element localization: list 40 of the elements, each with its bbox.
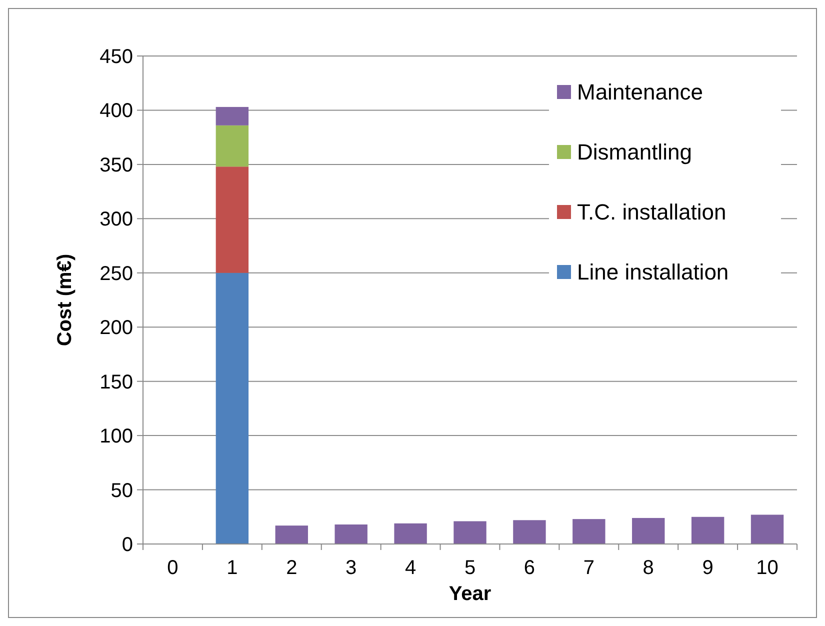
x-tick-label: 5	[464, 557, 476, 579]
x-tick-label: 9	[702, 557, 714, 579]
y-tick-label: 100	[100, 426, 133, 448]
legend-label: Dismantling	[577, 140, 692, 165]
bar	[216, 166, 249, 273]
bar	[394, 523, 427, 544]
bar	[216, 125, 249, 167]
x-tick-label: 1	[226, 557, 238, 579]
x-tick-label: 2	[286, 557, 298, 579]
bar	[334, 524, 368, 544]
y-tick-label: 300	[100, 208, 133, 231]
y-axis-title: Cost (m€)	[54, 254, 76, 346]
x-axis-title: Year	[448, 583, 492, 605]
legend-label: Line installation	[577, 260, 729, 285]
x-tick-label: 4	[404, 557, 416, 579]
y-tick-label: 450	[100, 46, 133, 68]
bar	[513, 520, 546, 544]
bar	[691, 516, 724, 544]
x-tick-label: 0	[167, 557, 178, 579]
y-tick-label: 150	[100, 371, 133, 394]
bar	[572, 519, 606, 544]
legend-label: Maintenance	[577, 80, 703, 105]
legend-label: T.C. installation	[577, 200, 726, 225]
bar	[750, 514, 784, 544]
y-tick-label: 400	[100, 100, 133, 122]
bar	[632, 518, 665, 544]
x-tick-label: 3	[346, 557, 357, 579]
x-tick-label: 6	[524, 557, 536, 579]
x-tick-label: 7	[583, 557, 594, 579]
bar	[216, 106, 249, 126]
y-tick-label: 50	[110, 480, 133, 502]
bar	[454, 521, 486, 544]
y-tick-label: 350	[100, 154, 133, 176]
y-tick-label: 250	[100, 262, 133, 285]
bar	[216, 272, 249, 544]
x-tick-label: 8	[642, 557, 654, 579]
bar	[275, 526, 308, 544]
y-tick-label: 0	[122, 534, 133, 556]
y-tick-label: 200	[100, 317, 133, 340]
x-tick-label: 10	[756, 557, 778, 579]
